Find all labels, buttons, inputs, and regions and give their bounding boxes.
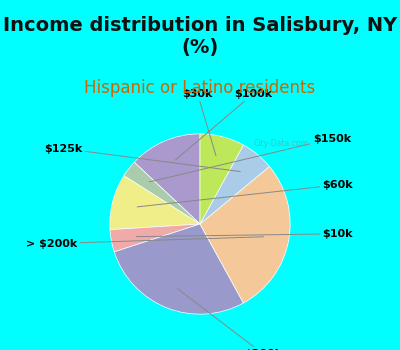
Text: $10k: $10k bbox=[136, 229, 353, 239]
Text: Hispanic or Latino residents: Hispanic or Latino residents bbox=[84, 79, 316, 97]
Wedge shape bbox=[200, 167, 290, 303]
Text: $125k: $125k bbox=[44, 144, 240, 172]
Wedge shape bbox=[124, 162, 200, 224]
Wedge shape bbox=[110, 176, 200, 230]
Text: > $200k: > $200k bbox=[26, 237, 264, 248]
Text: $150k: $150k bbox=[149, 134, 351, 182]
Text: $200k: $200k bbox=[177, 288, 283, 350]
Wedge shape bbox=[134, 134, 200, 224]
Text: $100k: $100k bbox=[175, 89, 272, 160]
Wedge shape bbox=[200, 134, 244, 224]
Text: City-Data.com: City-Data.com bbox=[254, 139, 309, 148]
Text: Income distribution in Salisbury, NY
(%): Income distribution in Salisbury, NY (%) bbox=[3, 16, 397, 57]
Wedge shape bbox=[114, 224, 244, 314]
Text: $60k: $60k bbox=[137, 180, 353, 207]
Wedge shape bbox=[110, 224, 200, 252]
Text: $30k: $30k bbox=[182, 89, 216, 156]
Wedge shape bbox=[200, 145, 270, 224]
